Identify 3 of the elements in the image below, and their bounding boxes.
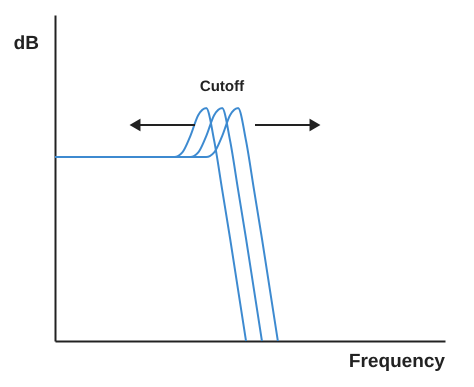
text: Cutoff — [200, 78, 246, 95]
y-axis-title: dB — [14, 33, 39, 54]
x-axis-title: Frequency — [348, 351, 446, 372]
